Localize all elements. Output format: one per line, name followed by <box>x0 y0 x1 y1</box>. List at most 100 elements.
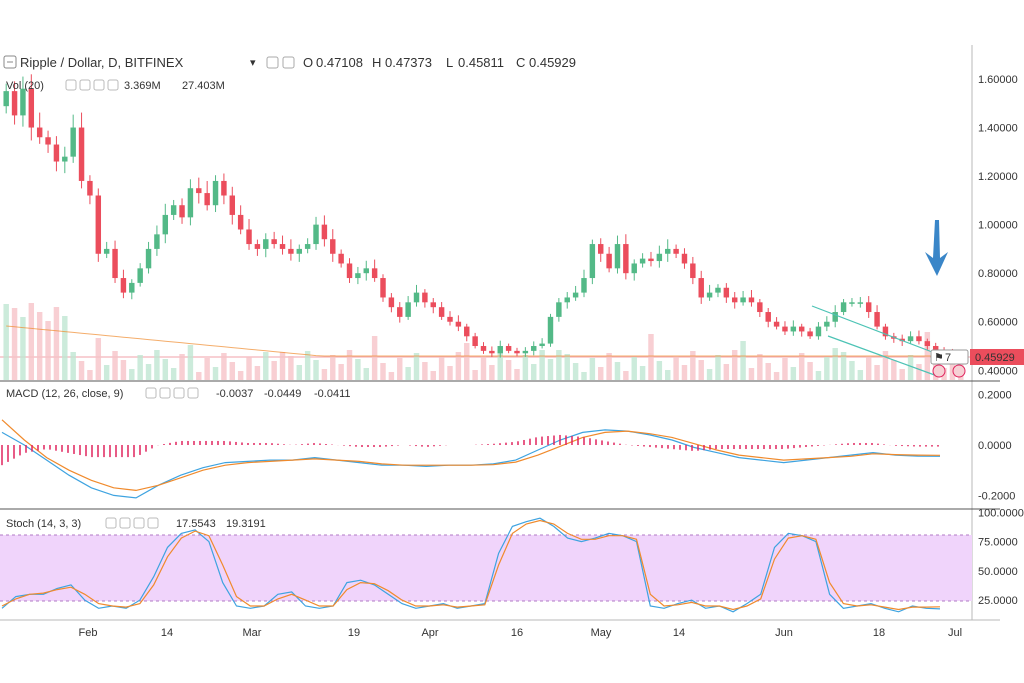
stoch-settings-icon[interactable] <box>105 517 117 529</box>
candle-body[interactable] <box>547 316 554 344</box>
candle-body[interactable] <box>556 302 562 317</box>
candle-body[interactable] <box>11 91 18 116</box>
candle-body[interactable] <box>748 297 755 303</box>
candle-body[interactable] <box>62 156 68 162</box>
candle-body[interactable] <box>296 248 302 254</box>
candle-body[interactable] <box>87 180 93 196</box>
macd-add-icon[interactable] <box>173 387 185 399</box>
candle-body[interactable] <box>673 248 679 254</box>
candle-body[interactable] <box>447 316 453 322</box>
settings-icon[interactable] <box>266 56 279 69</box>
candle-body[interactable] <box>874 312 880 327</box>
candle-body[interactable] <box>798 326 805 332</box>
candle-body[interactable] <box>103 248 110 254</box>
candle-body[interactable] <box>656 253 663 262</box>
candle-body[interactable] <box>246 229 252 245</box>
candle-body[interactable] <box>45 137 51 145</box>
us-flag-icon[interactable] <box>932 364 946 378</box>
candle-body[interactable] <box>480 346 487 351</box>
candle-body[interactable] <box>263 239 269 249</box>
vol-settings-icon[interactable] <box>65 79 77 91</box>
candle-body[interactable] <box>539 343 545 347</box>
candle-body[interactable] <box>170 205 177 215</box>
candle-body[interactable] <box>137 268 143 283</box>
candle-body[interactable] <box>924 341 931 347</box>
candle-body[interactable] <box>405 302 411 317</box>
candle-body[interactable] <box>840 302 847 313</box>
candle-body[interactable] <box>698 278 704 298</box>
candle-body[interactable] <box>715 287 721 293</box>
macd-visibility-icon[interactable] <box>159 387 171 399</box>
candle-body[interactable] <box>380 278 386 298</box>
candle-body[interactable] <box>388 297 395 308</box>
price-panel[interactable] <box>0 45 972 380</box>
candle-body[interactable] <box>489 350 495 354</box>
candle-body[interactable] <box>723 287 730 298</box>
macd-panel[interactable] <box>0 382 972 508</box>
candle-body[interactable] <box>271 239 277 245</box>
candle-body[interactable] <box>371 268 378 279</box>
candle-body[interactable] <box>422 292 428 303</box>
menu-chevron-icon[interactable]: ▾ <box>250 57 256 69</box>
candle-body[interactable] <box>330 239 336 254</box>
candle-body[interactable] <box>3 91 9 107</box>
candle-body[interactable] <box>832 312 838 322</box>
candle-body[interactable] <box>639 258 646 264</box>
candle-body[interactable] <box>321 224 328 240</box>
candle-body[interactable] <box>497 346 503 354</box>
candle-body[interactable] <box>623 244 629 274</box>
candle-body[interactable] <box>355 273 361 279</box>
candle-body[interactable] <box>916 336 922 342</box>
channel-upper-line[interactable] <box>811 305 941 356</box>
candle-body[interactable] <box>20 88 26 116</box>
candle-body[interactable] <box>631 263 637 274</box>
candle-body[interactable] <box>681 253 688 264</box>
candle-body[interactable] <box>581 278 587 293</box>
candle-body[interactable] <box>288 248 294 254</box>
candle-body[interactable] <box>807 331 813 337</box>
candle-body[interactable] <box>464 326 470 337</box>
candle-body[interactable] <box>665 248 671 254</box>
candle-body[interactable] <box>690 263 696 279</box>
candle-body[interactable] <box>145 248 152 269</box>
candle-body[interactable] <box>438 307 445 317</box>
candle-body[interactable] <box>706 292 713 298</box>
vol-close-icon[interactable] <box>107 79 119 91</box>
candle-body[interactable] <box>95 195 102 254</box>
candle-body[interactable] <box>907 336 914 342</box>
event-badge[interactable] <box>930 349 969 365</box>
candle-body[interactable] <box>237 214 244 230</box>
candle-body[interactable] <box>70 127 76 157</box>
candle-body[interactable] <box>279 244 286 249</box>
candle-body[interactable] <box>221 180 227 196</box>
candle-body[interactable] <box>589 244 596 279</box>
candle-body[interactable] <box>397 307 403 317</box>
candle-body[interactable] <box>648 258 654 262</box>
candle-body[interactable] <box>36 127 43 138</box>
candle-body[interactable] <box>815 326 822 337</box>
candle-body[interactable] <box>179 205 185 218</box>
candle-body[interactable] <box>932 346 939 351</box>
candle-body[interactable] <box>212 180 219 206</box>
vol-add-icon[interactable] <box>93 79 105 91</box>
candle-body[interactable] <box>304 244 311 249</box>
candle-body[interactable] <box>572 292 579 298</box>
candle-body[interactable] <box>865 302 872 313</box>
channel-lower-line[interactable] <box>827 335 941 378</box>
candle-body[interactable] <box>363 268 369 274</box>
candle-body[interactable] <box>564 297 570 303</box>
candle-body[interactable] <box>162 214 169 235</box>
candle-body[interactable] <box>346 263 353 279</box>
candle-body[interactable] <box>782 326 788 332</box>
candle-body[interactable] <box>120 278 127 293</box>
stoch-visibility-icon[interactable] <box>119 517 131 529</box>
stoch-close-icon[interactable] <box>147 517 159 529</box>
candle-body[interactable] <box>187 188 194 218</box>
candle-body[interactable] <box>522 350 529 354</box>
visibility-icon[interactable] <box>282 56 295 69</box>
candle-body[interactable] <box>455 321 462 327</box>
candle-body[interactable] <box>531 346 537 351</box>
candle-body[interactable] <box>514 350 520 354</box>
candle-body[interactable] <box>472 336 478 347</box>
candle-body[interactable] <box>154 234 160 249</box>
